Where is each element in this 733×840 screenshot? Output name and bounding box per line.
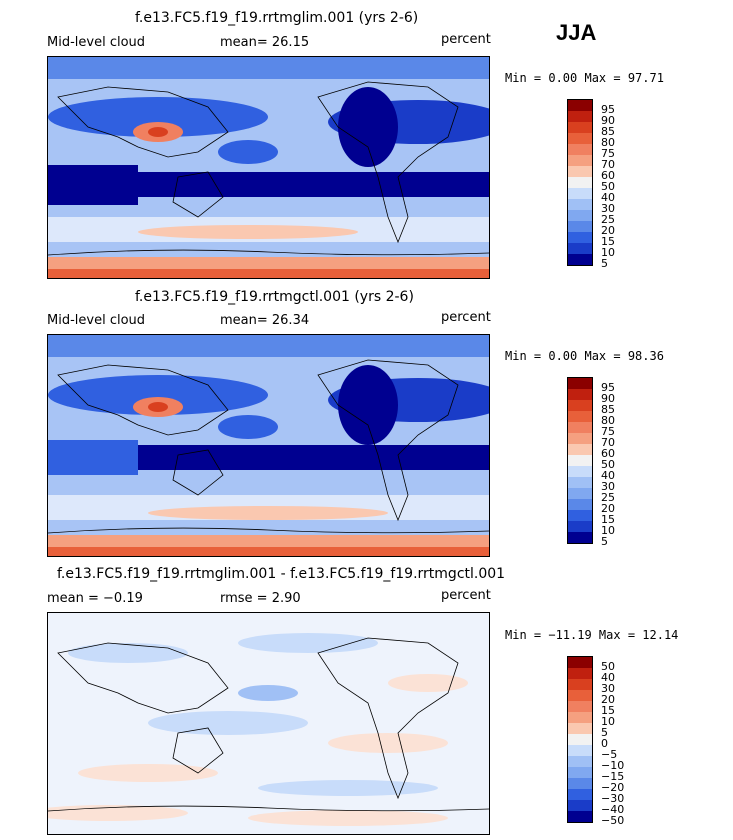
panel1-tick: 20 — [601, 224, 615, 237]
season-label: JJA — [556, 20, 597, 45]
panel3-rmse: rmse = 2.90 — [220, 591, 301, 606]
panel2-tick: 40 — [601, 469, 615, 482]
panel1-tick: 95 — [601, 103, 615, 116]
panel1-tick: 70 — [601, 158, 615, 171]
panel3-mean: mean = −0.19 — [47, 591, 143, 606]
panel3-tick: −5 — [601, 748, 618, 761]
panel3-tick: 15 — [601, 704, 615, 717]
panel2-map — [47, 334, 490, 557]
panel2-tick: 25 — [601, 491, 615, 504]
panel2-tick: 70 — [601, 436, 615, 449]
panel3-map — [47, 612, 490, 835]
panel1-tick: 40 — [601, 191, 615, 204]
panel2-tick: 85 — [601, 403, 615, 416]
panel1-tick: 10 — [601, 246, 615, 259]
panel3-title: f.e13.FC5.f19_f19.rrtmglim.001 - f.e13.F… — [57, 566, 506, 582]
panel1-tick: 85 — [601, 125, 615, 138]
panel2-tick: 80 — [601, 414, 615, 427]
panel3-tick: −40 — [601, 803, 625, 816]
panel1-tick: 15 — [601, 235, 615, 248]
panel3-tick: −10 — [601, 759, 625, 772]
panel2-tick: 10 — [601, 524, 615, 537]
panel1-minmax: Min = 0.00 Max = 97.71 — [505, 71, 664, 85]
panel2-tick: 60 — [601, 447, 615, 460]
panel3-tick: −50 — [601, 814, 625, 827]
panel3-minmax: Min = −11.19 Max = 12.14 — [505, 628, 679, 642]
panel1-tick: 30 — [601, 202, 615, 215]
panel3-units: percent — [441, 588, 491, 603]
panel3-tick: 0 — [601, 737, 608, 750]
panel3-tick: −30 — [601, 792, 625, 805]
panel2-tick: 5 — [601, 535, 608, 548]
panel3-tick: 30 — [601, 682, 615, 695]
panel1-map-svg — [48, 57, 489, 278]
panel3-colorbar — [567, 656, 593, 823]
panel2-tick: 30 — [601, 480, 615, 493]
panel1-tick: 5 — [601, 257, 608, 270]
panel2-tick: 75 — [601, 425, 615, 438]
panel3-tick: 40 — [601, 671, 615, 684]
panel1-tick: 25 — [601, 213, 615, 226]
panel1-colorbar — [567, 99, 593, 266]
panel1-tick: 50 — [601, 180, 615, 193]
panel2-tick: 90 — [601, 392, 615, 405]
panel3-tick: 10 — [601, 715, 615, 728]
panel1-units: percent — [441, 32, 491, 47]
panel2-tick: 95 — [601, 381, 615, 394]
panel1-tick: 80 — [601, 136, 615, 149]
panel1-tick: 90 — [601, 114, 615, 127]
panel1-tick: 75 — [601, 147, 615, 160]
panel3-tick: 20 — [601, 693, 615, 706]
panel2-title: f.e13.FC5.f19_f19.rrtmgctl.001 (yrs 2-6) — [135, 289, 414, 305]
panel3-tick: 5 — [601, 726, 608, 739]
panel2-tick: 20 — [601, 502, 615, 515]
panel1-mean: mean= 26.15 — [220, 35, 310, 50]
panel2-field-label: Mid-level cloud — [47, 313, 146, 328]
panel2-colorbar — [567, 377, 593, 544]
panel3-map-svg — [48, 613, 489, 834]
panel1-tick: 60 — [601, 169, 615, 182]
panel3-tick: −15 — [601, 770, 625, 783]
panel1-field-label: Mid-level cloud — [47, 35, 146, 50]
panel2-tick: 15 — [601, 513, 615, 526]
panel1-title: f.e13.FC5.f19_f19.rrtmglim.001 (yrs 2-6) — [135, 10, 419, 26]
panel1-map — [47, 56, 490, 279]
panel2-map-svg — [48, 335, 489, 556]
panel2-tick: 50 — [601, 458, 615, 471]
panel2-minmax: Min = 0.00 Max = 98.36 — [505, 349, 664, 363]
panel2-units: percent — [441, 310, 491, 325]
panel3-tick: 50 — [601, 660, 615, 673]
panel3-tick: −20 — [601, 781, 625, 794]
panel2-mean: mean= 26.34 — [220, 313, 310, 328]
